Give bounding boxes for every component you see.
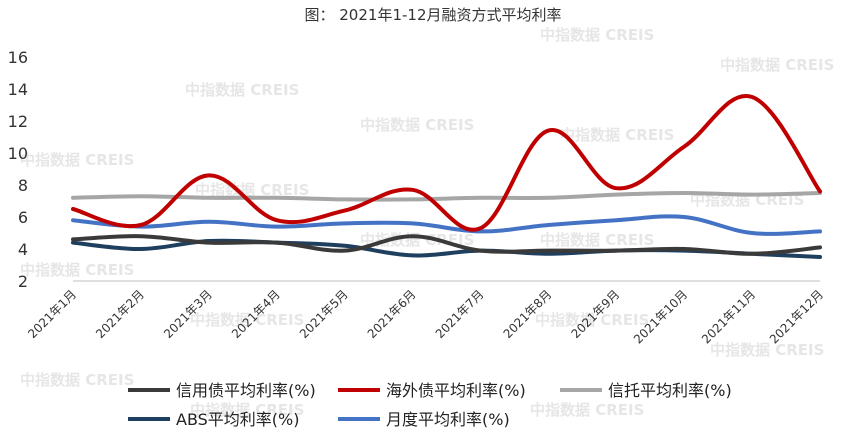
y-tick-label: 10 bbox=[8, 144, 28, 163]
series-line bbox=[71, 214, 822, 236]
legend-label: 信用债平均利率(%) bbox=[176, 381, 316, 400]
series-line bbox=[71, 191, 822, 202]
x-tick-label: 2021年5月 bbox=[297, 287, 351, 341]
series-line bbox=[71, 93, 822, 232]
watermark-text: 中指数据 CREIS bbox=[540, 26, 654, 44]
x-tick-label: 2021年7月 bbox=[433, 287, 487, 341]
watermark-text: 中指数据 CREIS bbox=[535, 311, 649, 329]
legend-label: 月度平均利率(%) bbox=[386, 410, 510, 429]
series-line bbox=[71, 234, 822, 256]
y-tick-label: 4 bbox=[18, 240, 28, 259]
legend-label: 海外债平均利率(%) bbox=[386, 381, 526, 400]
x-axis: 2021年1月 2021年2月 2021年3月 2021年4月 2021年5月 2021年… bbox=[25, 280, 826, 346]
watermark-text: 中指数据 CREIS bbox=[720, 56, 834, 74]
legend-label: ABS平均利率(%) bbox=[176, 410, 300, 429]
watermark-text: 中指数据 CREIS bbox=[190, 401, 304, 419]
x-tick-label: 2021年12月 bbox=[767, 287, 826, 346]
x-tick-label: 2021年6月 bbox=[365, 287, 419, 341]
y-tick-label: 8 bbox=[18, 176, 28, 195]
legend: 信用债平均利率(%) 海外债平均利率(%) 信托平均利率(%) ABS平均利率(%) 月… bbox=[128, 381, 732, 429]
chart-title: 图： 2021年1-12月融资方式平均利率 bbox=[305, 6, 562, 24]
y-tick-label: 16 bbox=[8, 48, 28, 67]
watermark-text: 中指数据 CREIS bbox=[20, 151, 134, 169]
y-axis: 2 4 6 8 10 12 14 16 bbox=[8, 48, 28, 291]
watermark-text: 中指数据 CREIS bbox=[20, 371, 134, 389]
x-tick-label: 2021年11月 bbox=[699, 287, 758, 346]
watermark-text: 中指数据 CREIS bbox=[20, 261, 134, 279]
watermark-text: 中指数据 CREIS bbox=[190, 311, 304, 329]
watermark-text: 中指数据 CREIS bbox=[530, 401, 644, 419]
plot-area bbox=[71, 93, 822, 259]
y-tick-label: 2 bbox=[18, 272, 28, 291]
watermark-text: 中指数据 CREIS bbox=[360, 116, 474, 134]
y-tick-label: 12 bbox=[8, 112, 28, 131]
x-tick-label: 2021年2月 bbox=[93, 287, 147, 341]
watermark-text: 中指数据 CREIS bbox=[185, 81, 299, 99]
x-tick-label: 2021年1月 bbox=[25, 287, 79, 341]
watermark-text: 中指数据 CREIS bbox=[195, 181, 309, 199]
legend-label: 信托平均利率(%) bbox=[608, 381, 732, 400]
y-tick-label: 14 bbox=[8, 80, 28, 99]
watermark-text: 中指数据 CREIS bbox=[360, 231, 474, 249]
y-tick-label: 6 bbox=[18, 208, 28, 227]
watermark-text: 中指数据 CREIS bbox=[560, 126, 674, 144]
watermark-text: 中指数据 CREIS bbox=[710, 341, 824, 359]
watermark-text: 中指数据 CREIS bbox=[540, 231, 654, 249]
